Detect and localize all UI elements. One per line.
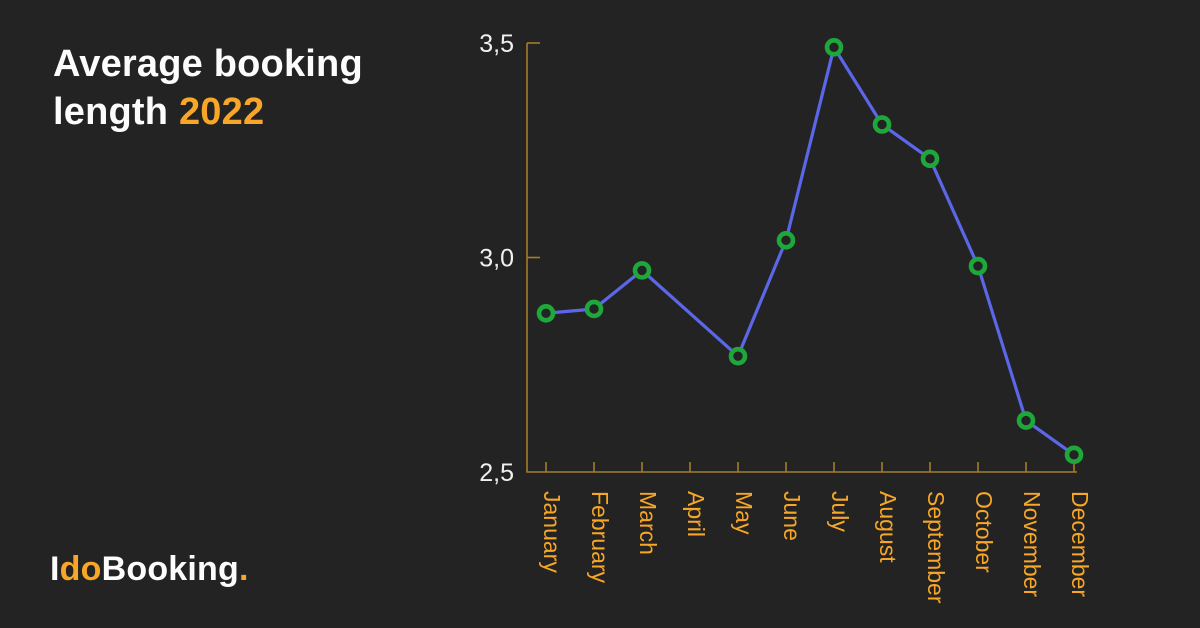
data-point-marker [1016,411,1036,430]
data-point-marker [1064,445,1084,465]
y-tick-label: 2,5 [479,459,514,487]
data-point-marker [728,346,748,366]
series-line [544,45,1076,457]
logo-part-booking: Booking [101,550,239,588]
data-point-marker [968,256,988,276]
logo-part-i: I [50,550,60,588]
x-tick-label: September [923,491,949,604]
title-year: 2022 [178,91,265,133]
page-title: Average booking length 2022 [53,40,363,136]
x-tick-label: March [635,491,661,555]
x-tick-label: May [731,491,757,535]
x-tick-label: August [875,491,901,563]
data-point-marker [584,299,604,319]
x-tick-label: July [827,491,853,532]
title-line2-text: length [53,91,179,133]
axis-spine [526,43,1077,473]
x-tick-label: October [971,491,997,573]
title-line1: Average booking [53,43,363,85]
x-tick-label: December [1067,491,1093,597]
x-tick-label: June [779,491,805,541]
data-point-marker [536,303,556,323]
data-point-marker [632,261,652,280]
y-tick-label: 3,0 [479,245,514,273]
x-tick-label: November [1019,491,1045,597]
x-tick-label: February [587,491,613,584]
x-tick-label: January [539,491,565,573]
x-tick-label: April [683,491,709,537]
idobooking-logo: IdoBooking. [50,549,249,589]
data-point-marker [872,115,892,134]
title-line2: length 2022 [53,91,264,133]
data-point-marker [824,37,844,57]
y-tick-label: 3,5 [479,30,514,58]
logo-dot: . [238,550,249,588]
logo-part-do: do [59,550,102,588]
data-point-marker [920,149,940,169]
data-point-marker [776,231,796,250]
